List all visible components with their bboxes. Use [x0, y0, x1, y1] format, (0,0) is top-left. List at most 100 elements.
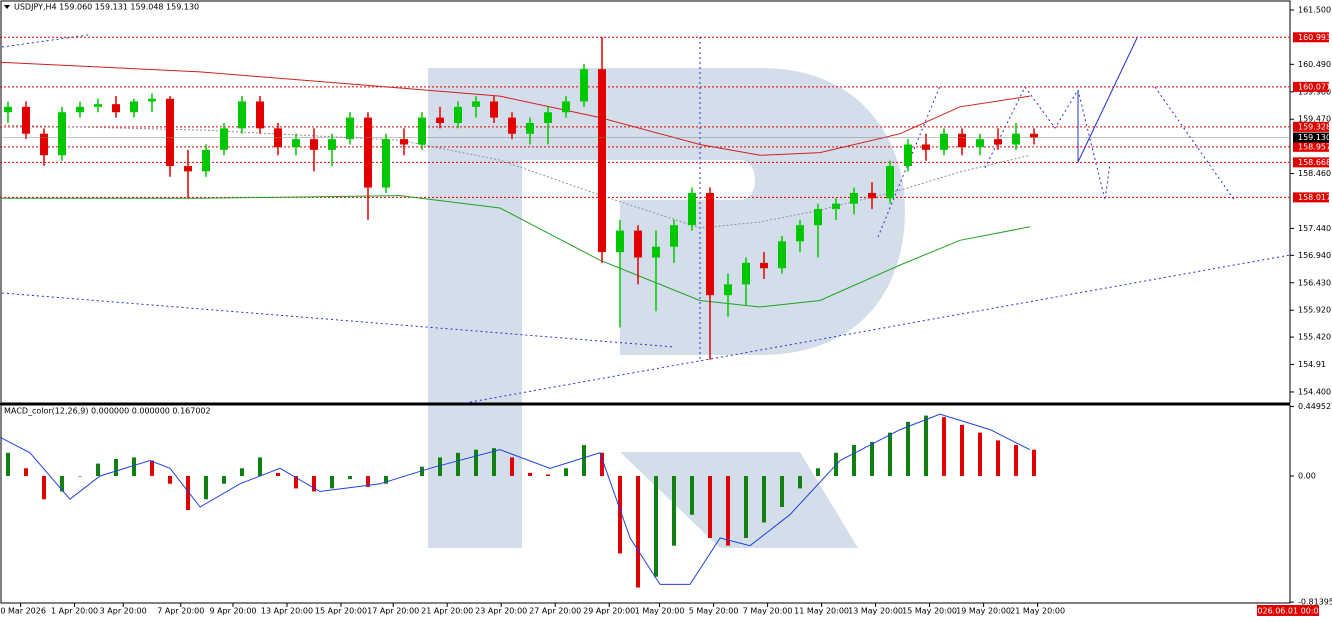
y-tick-label: 157.440	[1298, 224, 1331, 233]
candle-body	[399, 139, 408, 145]
y-tick-label: 156.430	[1298, 278, 1331, 287]
candle-body	[868, 192, 877, 199]
level-label: 160.993	[1298, 33, 1331, 42]
candle-body	[309, 139, 318, 150]
candle-body	[1012, 133, 1021, 145]
candle-body	[615, 230, 624, 253]
end-date: 2026.06.01 00:00	[1252, 607, 1323, 616]
x-tick-label: 29 Apr 20:00	[583, 607, 635, 616]
macd-bar	[653, 476, 658, 577]
x-tick-label: 17 Apr 20:00	[367, 607, 419, 616]
candle-body	[489, 101, 498, 118]
candle-body	[129, 101, 138, 113]
candle-body	[165, 98, 174, 167]
candle-body	[3, 106, 12, 113]
y-tick-label: 155.420	[1298, 333, 1331, 342]
candle-body	[147, 98, 156, 102]
moving-average	[0, 195, 1031, 308]
macd-bar	[455, 452, 460, 477]
macd-bar	[599, 452, 604, 477]
candle-body	[723, 284, 732, 296]
level-label-box	[1293, 192, 1329, 203]
macd-bar	[797, 476, 802, 489]
macd-bar	[725, 476, 730, 546]
candle-body	[291, 139, 300, 148]
macd-bar	[960, 424, 965, 477]
candle-body	[453, 106, 462, 123]
candle-body	[741, 262, 750, 285]
macd-bar	[671, 476, 676, 546]
macd-bar	[41, 476, 46, 500]
x-tick-label: 1 May 20:00	[635, 607, 685, 616]
watermark	[428, 68, 905, 548]
x-tick-label: 21 Apr 20:00	[421, 607, 473, 616]
macd-bar	[347, 476, 352, 480]
macd-bar	[77, 476, 82, 477]
candle-body	[435, 117, 444, 123]
candle-body	[507, 117, 516, 134]
x-tick-label: 5 May 20:00	[689, 607, 739, 616]
x-tick-label: 15 May 20:00	[902, 607, 957, 616]
macd-bar	[275, 472, 280, 477]
macd-title: MACD_color(12,26,9) 0.000000 0.000000 0.…	[4, 407, 211, 416]
level-label: 158.017	[1298, 193, 1331, 202]
y-tick-label: 159.470	[1298, 115, 1331, 124]
macd-bar	[888, 432, 893, 477]
macd-bar	[509, 457, 514, 477]
macd-bar	[329, 476, 334, 489]
y-tick-label: 154.91	[1298, 360, 1326, 369]
candle-body	[183, 166, 192, 172]
candle-body	[813, 209, 822, 226]
candle-body	[849, 192, 858, 204]
x-tick-label: 21 May 20:00	[1010, 607, 1065, 616]
candle-body	[417, 117, 426, 145]
candle-body	[201, 149, 210, 172]
candle-body	[561, 101, 570, 113]
chart-title: USDJPY,H4 159.060 159.131 159.048 159.13…	[14, 3, 199, 12]
macd-bar	[689, 476, 694, 515]
candle-body	[886, 166, 895, 199]
macd-bar	[870, 441, 875, 477]
macd-bar	[707, 476, 712, 538]
macd-bar	[293, 476, 298, 489]
x-tick-label: 1 Apr 20:00	[51, 607, 98, 616]
macd-bar	[779, 476, 784, 507]
moving-average	[0, 61, 1031, 156]
macd-bar	[563, 468, 568, 477]
current-price-box	[1293, 132, 1329, 143]
x-tick-label: 19 May 20:00	[956, 607, 1011, 616]
macd-bar	[924, 415, 929, 477]
macd-bar	[996, 440, 1001, 477]
y-tick-label: 0.00	[1298, 472, 1316, 481]
y-tick-label: 156.940	[1298, 251, 1331, 260]
candle-body	[795, 225, 804, 242]
level-label: 158.668	[1298, 158, 1331, 167]
macd-bar	[131, 457, 136, 477]
y-tick-label: 161.500	[1298, 6, 1331, 15]
candle-body	[904, 144, 913, 167]
candle-body	[597, 69, 606, 253]
x-tick-label: 11 May 20:00	[794, 607, 849, 616]
title-arrow	[4, 5, 10, 9]
macd-bar	[1014, 445, 1019, 477]
level-label: 159.328	[1298, 122, 1331, 131]
level-label: 160.071	[1298, 82, 1331, 91]
macd-bar	[617, 476, 622, 554]
candle-body	[471, 101, 480, 107]
candle-body	[940, 133, 949, 150]
macd-bar	[527, 472, 532, 477]
level-label: 158.957	[1298, 142, 1331, 151]
candle-body	[543, 112, 552, 123]
macd-bar	[978, 432, 983, 477]
macd-bar	[635, 476, 640, 588]
candle-body	[57, 112, 66, 156]
candle-body	[255, 101, 264, 129]
x-tick-label: 15 Apr 20:00	[315, 607, 367, 616]
x-tick-label: 7 May 20:00	[743, 607, 793, 616]
macd-bar	[311, 476, 316, 492]
level-label-box	[1293, 157, 1329, 168]
moving-average	[0, 124, 1031, 229]
x-tick-label: 27 Apr 20:00	[529, 607, 581, 616]
x-tick-label: 3 Apr 20:00	[100, 607, 147, 616]
macd-bar	[1032, 449, 1037, 477]
